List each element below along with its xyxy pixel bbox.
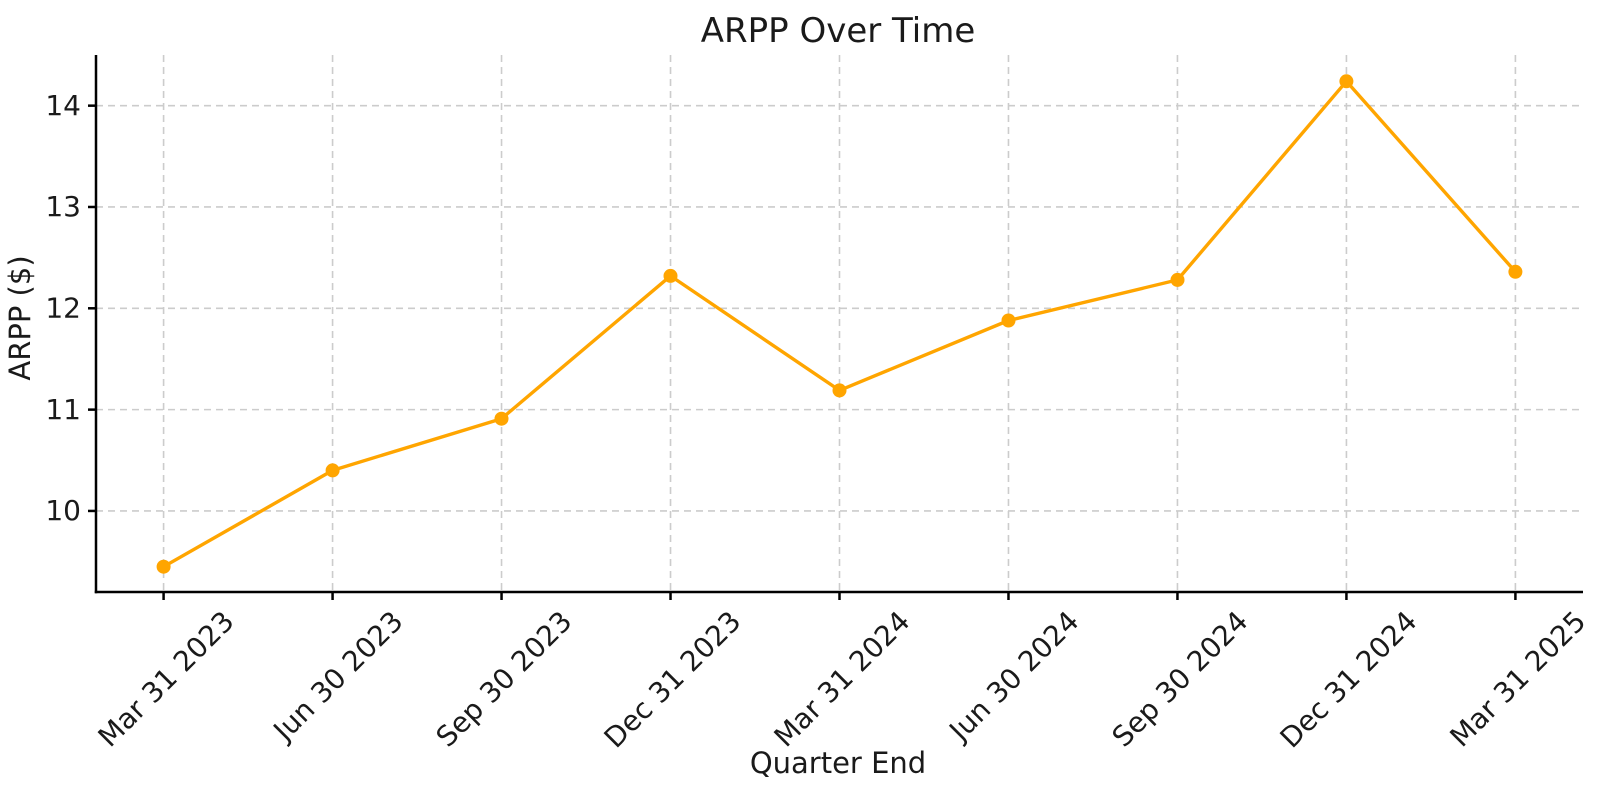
x-tick-labels: Mar 31 2023 Jun 30 2023 Sep 30 2023 Dec 31 … bbox=[92, 605, 1593, 755]
x-tick-label: Dec 31 2024 bbox=[1274, 605, 1424, 755]
chart-title: ARPP Over Time bbox=[701, 11, 976, 51]
x-tick-label: Jun 30 2023 bbox=[266, 605, 410, 749]
x-tick-label: Mar 31 2023 bbox=[92, 605, 241, 754]
data-point-marker bbox=[832, 383, 847, 398]
y-tick-label: 11 bbox=[45, 393, 81, 426]
x-tick-label: Dec 31 2023 bbox=[598, 605, 748, 755]
x-tick-label: Sep 30 2024 bbox=[1106, 605, 1255, 754]
axis-ticks bbox=[88, 104, 1517, 600]
data-point-marker bbox=[156, 559, 171, 574]
gridlines bbox=[96, 55, 1583, 592]
x-tick-label: Sep 30 2023 bbox=[430, 605, 579, 754]
series-line-arpp bbox=[156, 74, 1523, 574]
y-tick-label: 10 bbox=[45, 494, 81, 527]
data-point-marker bbox=[1001, 313, 1016, 328]
x-tick-label: Mar 31 2024 bbox=[768, 605, 917, 754]
data-point-marker bbox=[325, 463, 340, 478]
x-axis-label: Quarter End bbox=[750, 746, 926, 780]
data-point-marker bbox=[1508, 264, 1523, 279]
data-point-marker bbox=[663, 268, 678, 283]
y-tick-label: 14 bbox=[45, 89, 81, 122]
y-tick-labels: 10 11 12 13 14 bbox=[45, 89, 81, 527]
x-tick-label: Mar 31 2025 bbox=[1444, 605, 1593, 754]
y-tick-label: 12 bbox=[45, 292, 81, 325]
data-point-marker bbox=[1339, 74, 1354, 89]
y-tick-label: 13 bbox=[45, 190, 81, 223]
data-point-marker bbox=[1170, 272, 1185, 287]
y-axis-label: ARPP ($) bbox=[3, 255, 37, 380]
data-point-marker bbox=[494, 411, 509, 426]
x-tick-label: Jun 30 2024 bbox=[942, 605, 1086, 749]
